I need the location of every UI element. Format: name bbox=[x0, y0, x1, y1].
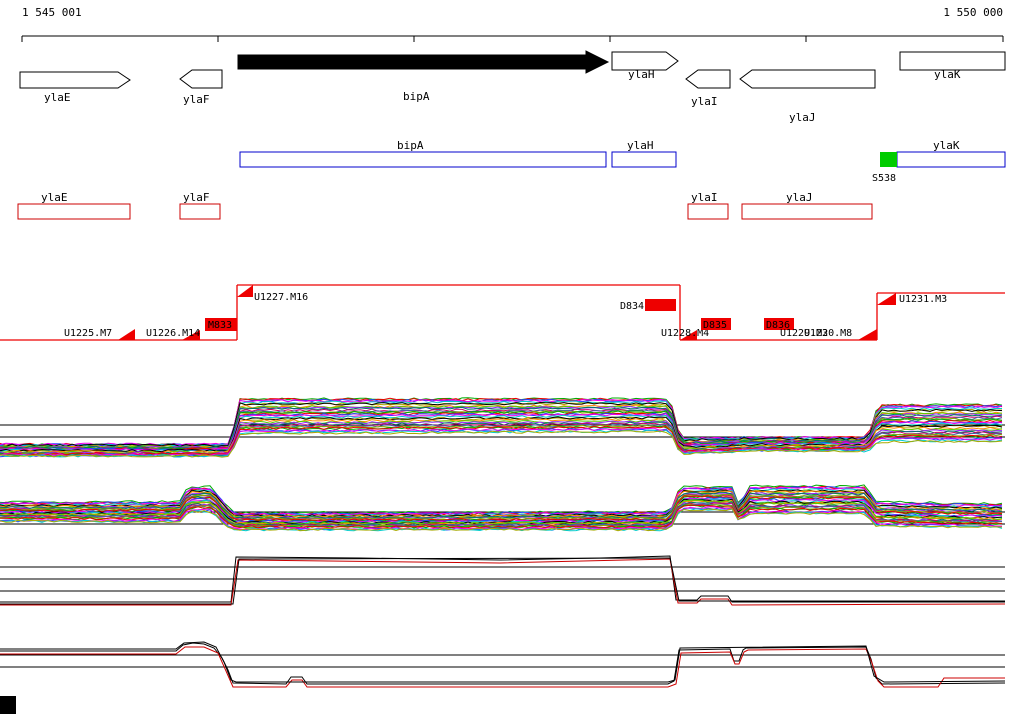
segment-box[interactable] bbox=[645, 299, 676, 311]
transcript-box-ylaH[interactable] bbox=[611, 151, 677, 168]
gene-box-label-ylaJ: ylaJ bbox=[786, 191, 813, 204]
segment-label: U1231.M3 bbox=[899, 294, 947, 305]
gene-arrow-ylaF[interactable] bbox=[179, 69, 223, 89]
ruler-start-coordinate: 1 545 001 bbox=[22, 6, 82, 19]
transcript-box-ylaK[interactable] bbox=[896, 151, 1006, 168]
gene-label-ylaK: ylaK bbox=[934, 68, 961, 81]
signal-panel-1-expression-trace bbox=[0, 430, 1003, 458]
segment-label: D834 bbox=[620, 301, 644, 312]
gene-box-ylaF[interactable] bbox=[179, 203, 221, 220]
gene-box-label-ylaI: ylaI bbox=[691, 191, 718, 204]
gene-box-ylaE[interactable] bbox=[17, 203, 131, 220]
signal-panel-4-expression-trace bbox=[0, 641, 1006, 683]
gene-box-label-ylaE: ylaE bbox=[41, 191, 68, 204]
signal-panel-2-expression-trace bbox=[0, 485, 1003, 516]
segment-label: U1228.M4 bbox=[661, 328, 709, 339]
ruler-end-coordinate: 1 550 000 bbox=[943, 6, 1003, 19]
gene-label-ylaE: ylaE bbox=[44, 91, 71, 104]
segment-label: U1227.M16 bbox=[254, 292, 308, 303]
signal-panel-3-expression-trace bbox=[0, 557, 1005, 605]
segment-label: D835 bbox=[703, 320, 727, 331]
segment-shift-wedge[interactable] bbox=[680, 330, 697, 340]
gene-label-ylaF: ylaF bbox=[183, 93, 210, 106]
gene-arrow-ylaE[interactable] bbox=[19, 71, 131, 89]
signal-panel-4-block bbox=[0, 696, 16, 714]
segment-label: M833 bbox=[208, 320, 232, 331]
signal-panel-1-expression-trace bbox=[0, 418, 1003, 454]
gene-box-ylaJ[interactable] bbox=[741, 203, 873, 220]
gene-arrow-ylaI[interactable] bbox=[685, 69, 731, 89]
gene-label-bipA: bipA bbox=[403, 90, 430, 103]
transcript-label-ylaH: ylaH bbox=[627, 139, 654, 152]
signal-panel-2-expression-trace bbox=[0, 499, 1003, 525]
segment-box[interactable] bbox=[205, 318, 237, 331]
segment-box[interactable] bbox=[764, 318, 794, 330]
gene-box-ylaI[interactable] bbox=[687, 203, 729, 220]
signal-panel-2-expression-trace bbox=[0, 499, 1003, 526]
signal-panel-3-expression-trace bbox=[0, 555, 1005, 603]
segment-label: U1226.M14 bbox=[146, 328, 200, 339]
signal-panel-2-expression-trace bbox=[0, 490, 1003, 519]
transcript-label-ylaK: ylaK bbox=[933, 139, 960, 152]
segment-shift-wedge[interactable] bbox=[237, 285, 253, 297]
segment-shift-wedge[interactable] bbox=[877, 293, 896, 305]
gene-arrow-ylaJ[interactable] bbox=[739, 69, 876, 89]
segment-shift-wedge[interactable] bbox=[182, 330, 200, 340]
gene-arrow-bipA[interactable] bbox=[237, 50, 610, 74]
signal-panel-2-expression-trace bbox=[0, 507, 1003, 532]
segment-label: D836 bbox=[766, 320, 790, 331]
signal-panel-3-expression-trace bbox=[0, 558, 1006, 606]
segment-label: U1225.M7 bbox=[64, 328, 112, 339]
segment-shift-wedge[interactable] bbox=[118, 329, 135, 340]
signal-panel-1-expression-trace bbox=[0, 401, 1003, 448]
gene-arrow-ylaK[interactable] bbox=[899, 51, 1006, 71]
segment-marker-label-S538: S538 bbox=[872, 173, 896, 184]
signal-panel-2-expression-trace bbox=[0, 491, 1003, 520]
segment-box[interactable] bbox=[701, 318, 731, 330]
signal-panel-2-expression-trace bbox=[0, 503, 1003, 528]
signal-panel-2-expression-trace bbox=[0, 504, 1003, 529]
segment-label: U1229.M2 bbox=[780, 328, 828, 339]
segment-shift-wedge[interactable] bbox=[858, 329, 877, 340]
signal-panel-1-expression-trace bbox=[0, 416, 1003, 453]
signal-panel-4-expression-trace bbox=[0, 642, 1006, 685]
transcript-label-bipA: bipA bbox=[397, 139, 424, 152]
gene-label-ylaH: ylaH bbox=[628, 68, 655, 81]
segment-label: U1230.M8 bbox=[804, 328, 852, 339]
gene-label-ylaJ: ylaJ bbox=[789, 111, 816, 124]
signal-panel-2-expression-trace bbox=[0, 493, 1003, 521]
signal-panel-2-expression-trace bbox=[0, 495, 1003, 522]
segment-marker-S538[interactable] bbox=[880, 152, 897, 167]
signal-panel-1-expression-trace bbox=[0, 425, 1003, 456]
gene-box-label-ylaF: ylaF bbox=[183, 191, 210, 204]
gene-label-ylaI: ylaI bbox=[691, 95, 718, 108]
transcript-box-bipA[interactable] bbox=[239, 151, 607, 168]
gene-arrow-ylaH[interactable] bbox=[611, 51, 679, 71]
